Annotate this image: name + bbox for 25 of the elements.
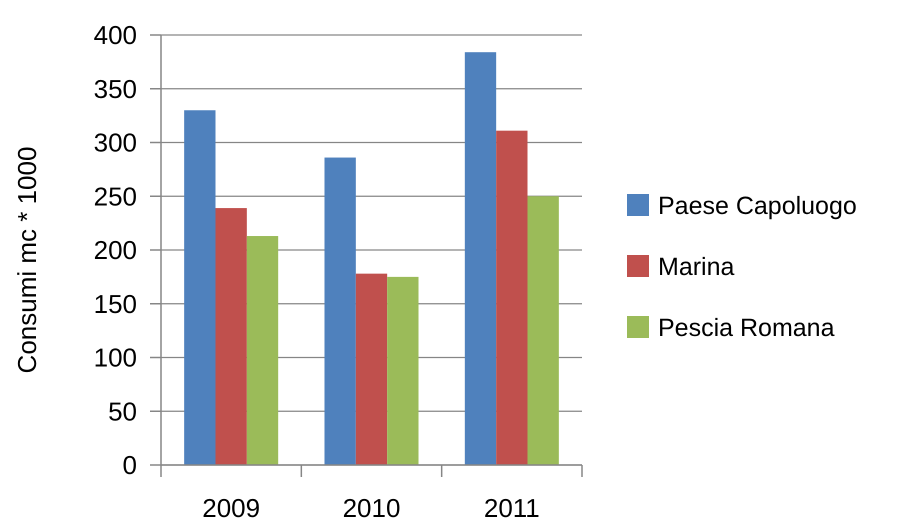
bar [324, 158, 356, 465]
bar [215, 208, 247, 465]
y-tick-label: 150 [94, 288, 137, 319]
bar [356, 274, 388, 465]
legend-label: Paese Capoluogo [658, 192, 857, 220]
y-tick-label: 400 [94, 20, 137, 50]
bar [246, 236, 278, 465]
y-tick-label: 200 [94, 235, 137, 266]
bar [528, 196, 559, 465]
bar [464, 52, 496, 465]
y-tick-label: 0 [122, 450, 137, 480]
legend-label: Marina [658, 252, 735, 281]
x-tick-label: 2010 [342, 493, 400, 523]
bar [387, 276, 419, 465]
y-tick-label: 250 [94, 181, 137, 212]
y-axis-title: Consumi mc * 1000 [12, 146, 42, 374]
y-tick-label: 300 [94, 128, 137, 158]
y-tick-label: 100 [94, 342, 137, 373]
legend-label: Pescia Romana [658, 314, 835, 342]
y-tick-label: 50 [108, 396, 137, 426]
bar [496, 130, 528, 465]
y-tick-label: 350 [94, 74, 137, 104]
x-tick-label: 2009 [202, 493, 260, 523]
bar [184, 110, 216, 465]
x-tick-label: 2011 [484, 493, 540, 523]
